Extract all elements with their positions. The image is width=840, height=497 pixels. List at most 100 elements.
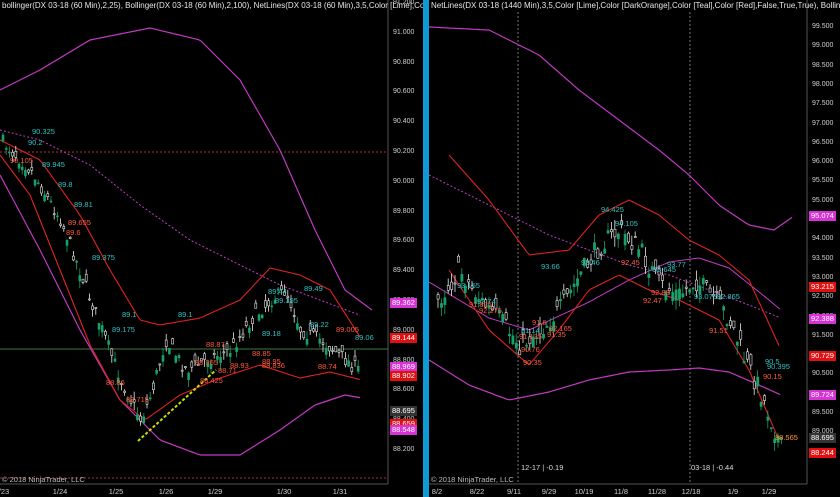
candle-body	[667, 288, 671, 291]
candle-body	[241, 333, 245, 338]
candle-body	[17, 163, 21, 169]
candle-body	[184, 366, 187, 368]
right-bollinger-upper	[429, 26, 793, 231]
right-x-tick-label: 10/19	[574, 487, 594, 496]
candle-body	[742, 360, 746, 364]
left-y-tick-label: 89.400	[393, 267, 415, 275]
candle-body	[152, 382, 155, 391]
left-chart-panel[interactable]: bollinger(DX 03-18 (60 Min),2,25), Bolli…	[0, 0, 423, 497]
candle-body	[729, 320, 732, 326]
candle-body	[190, 361, 194, 368]
right-netline-value-red: 92.47	[643, 296, 662, 305]
candle-body	[257, 314, 261, 321]
right-chart-indicator-header: NetLines(DX 03-18 (1440 Min),3,5,Color […	[431, 1, 840, 10]
candle-body	[276, 288, 280, 291]
right-x-tick-label: 8/22	[469, 487, 485, 496]
left-netline-value-red: 88.86	[106, 378, 125, 387]
right-netline-value-cyan: 93.46	[581, 258, 600, 267]
candle-body	[616, 233, 620, 240]
candle-body	[504, 312, 508, 320]
candle-body	[776, 436, 780, 443]
candle-body	[579, 271, 583, 275]
candle-body	[443, 297, 447, 305]
candle-body	[52, 213, 56, 216]
left-price-tag: 89.144	[390, 333, 417, 343]
right-price-chart[interactable]	[429, 0, 840, 497]
candle-body	[305, 338, 309, 345]
candle-body	[759, 402, 763, 407]
right-netline-value-red: 92.165	[549, 324, 572, 333]
candle-body	[289, 301, 293, 308]
candle-body	[321, 342, 325, 345]
candle-body	[565, 288, 569, 294]
candle-body	[347, 360, 350, 367]
candle-body	[46, 193, 50, 197]
candle-body	[20, 166, 24, 171]
right-netline-value-cyan: 92.865	[717, 292, 740, 301]
left-netline-value-cyan: 89.1	[122, 310, 137, 319]
left-price-tag: 88.902	[390, 371, 417, 381]
left-price-tag: 88.969	[390, 362, 417, 372]
left-netline-value-cyan: 89.22	[310, 320, 329, 329]
left-netline-value-cyan: 89.06	[355, 333, 374, 342]
left-price-chart[interactable]	[0, 0, 423, 497]
left-netline-value-cyan: 89.44	[268, 287, 287, 296]
candle-body	[193, 354, 197, 362]
candle-body	[606, 230, 610, 234]
candle-body	[613, 228, 617, 238]
left-netline-value-red: 88.87	[206, 340, 225, 349]
candle-body	[477, 300, 481, 303]
left-netline-value-red: 90.105	[10, 156, 33, 165]
candle-body	[555, 300, 559, 307]
candle-body	[264, 300, 267, 308]
right-chart-panel[interactable]: NetLines(DX 03-18 (1440 Min),3,5,Color […	[429, 0, 840, 497]
left-netline-value-cyan: 89.8	[58, 180, 73, 189]
period-label-2: 03-18 | -0.44	[691, 463, 734, 472]
left-netline-value-red: 89.6	[66, 228, 81, 237]
right-netline-value-cyan: 94.425	[601, 205, 624, 214]
candle-body	[491, 306, 494, 311]
candle-body	[161, 355, 165, 362]
candle-body	[235, 347, 238, 352]
right-price-tag: 92.388	[809, 314, 836, 324]
left-netline-value-cyan: 90.325	[32, 127, 55, 136]
right-bollinger25-upper	[448, 154, 780, 346]
panel-splitter[interactable]	[423, 0, 429, 497]
candle-body	[548, 327, 552, 332]
candle-body	[593, 242, 596, 251]
candle-body	[769, 427, 773, 429]
right-y-tick-label: 89.500	[812, 409, 834, 416]
left-bollinger100-upper	[0, 27, 373, 311]
candle-body	[695, 279, 698, 292]
candle-body	[59, 223, 62, 226]
candle-body	[81, 278, 85, 283]
candle-body	[511, 335, 515, 345]
candle-body	[440, 303, 443, 308]
candle-body	[232, 338, 235, 343]
candle-body	[244, 321, 248, 327]
candle-body	[40, 186, 43, 194]
left-y-tick-label: 91.000	[393, 28, 415, 36]
candle-body	[148, 397, 152, 400]
right-x-tick-label: 11/8	[613, 487, 629, 496]
left-y-tick-label: 88.600	[393, 386, 415, 394]
candle-body	[514, 342, 518, 349]
candle-body	[780, 437, 783, 440]
left-netline-value-cyan: 89.945	[42, 160, 65, 169]
candle-body	[752, 380, 756, 390]
right-price-tag: 90.729	[809, 351, 836, 361]
candle-body	[664, 291, 668, 301]
right-price-tag: 93.215	[809, 282, 836, 292]
left-x-tick-label: 1/29	[207, 487, 223, 496]
candle-body	[756, 376, 760, 387]
candle-body	[318, 338, 322, 344]
left-y-tick-label: 90.400	[393, 118, 415, 126]
candle-body	[254, 302, 258, 309]
candle-body	[75, 260, 78, 263]
candle-body	[331, 350, 334, 352]
candle-body	[216, 356, 219, 360]
candle-body	[228, 352, 232, 357]
right-netline-value-cyan: 93.645	[653, 265, 676, 274]
right-chart-copyright: © 2018 NinjaTrader, LLC	[431, 475, 514, 484]
candle-body	[661, 274, 664, 281]
